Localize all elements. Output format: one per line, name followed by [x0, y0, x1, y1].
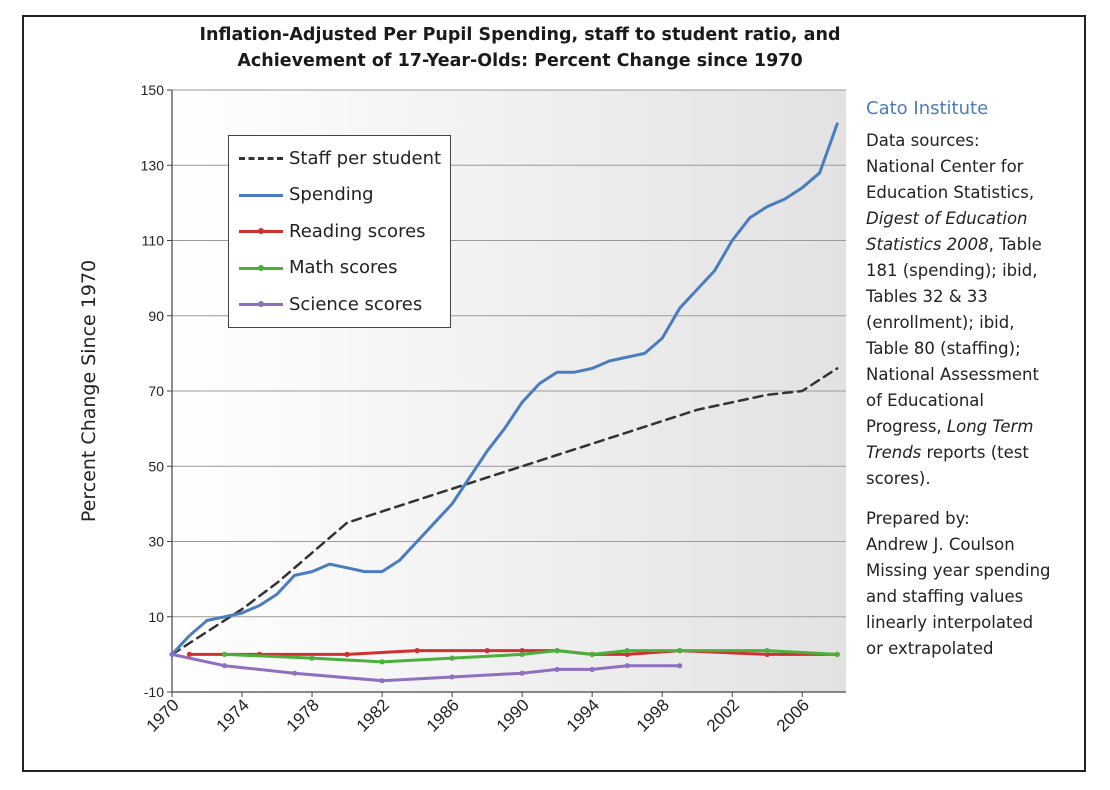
data-sources-line: scores). — [866, 469, 931, 488]
data-point-math-scores — [221, 651, 228, 657]
data-sources-line: Education Statistics, — [866, 183, 1035, 202]
data-sources-line: Digest of Education — [866, 209, 1028, 228]
x-tick-label: 1998 — [633, 695, 673, 735]
data-sources-line: Table 80 (staffing); — [866, 339, 1021, 358]
data-point-math-scores — [589, 651, 595, 657]
data-point-reading-scores — [414, 648, 420, 654]
chart-legend: Staff per student Spending Reading scores M… — [228, 135, 451, 328]
data-point-math-scores — [834, 651, 840, 657]
org-name: Cato Institute — [866, 98, 989, 119]
prepared-by-line: Andrew J. Coulson — [866, 535, 1015, 554]
series-line-staff-per-student — [170, 367, 839, 656]
prepared-by-line: linearly interpolated — [866, 613, 1034, 632]
data-sources-text: Data sources: National Center for Educatio… — [866, 128, 1076, 492]
prepared-by-line: Missing year spending — [866, 561, 1051, 580]
x-tick-label: 1974 — [213, 695, 253, 735]
data-point-science-scores — [589, 666, 595, 673]
data-point-math-scores — [309, 655, 315, 661]
legend-item: Spending — [239, 183, 374, 207]
data-sources-line: of Educational — [866, 391, 984, 410]
data-point-reading-scores — [624, 651, 630, 657]
data-point-science-scores — [677, 663, 683, 669]
y-tick-label: 110 — [142, 233, 165, 249]
y-tick-label: 30 — [148, 534, 164, 550]
data-point-science-scores — [221, 663, 228, 669]
prepared-by-text: Prepared by: Andrew J. Coulson Missing yea… — [866, 506, 1076, 662]
legend-swatch — [239, 263, 283, 273]
data-sources-line: Statistics 2008, Table — [866, 235, 1042, 254]
legend-label: Reading scores — [289, 220, 426, 242]
y-tick-label: 10 — [148, 609, 164, 625]
data-point-reading-scores — [764, 651, 770, 657]
x-tick-label: 1978 — [283, 695, 323, 735]
data-point-reading-scores — [186, 651, 193, 657]
legend-label: Spending — [289, 184, 374, 205]
data-point-math-scores — [519, 651, 525, 657]
y-tick-label: -10 — [144, 684, 164, 700]
prepared-by-line: and staffing values — [866, 587, 1024, 606]
data-point-math-scores — [764, 648, 770, 654]
x-tick-label: 1990 — [493, 695, 533, 735]
data-point-math-scores — [554, 648, 560, 654]
legend-swatch — [239, 190, 283, 200]
legend-item: Reading scores — [239, 219, 426, 243]
data-point-science-scores — [624, 663, 630, 669]
data-point-math-scores — [677, 648, 683, 654]
legend-swatch — [239, 226, 283, 236]
legend-swatch — [239, 299, 283, 309]
x-tick-label: 2002 — [703, 695, 743, 735]
chart-title: Inflation-Adjusted Per Pupil Spending, s… — [140, 22, 900, 74]
y-axis-label: Percent Change Since 1970 — [78, 260, 100, 522]
x-tick-label: 1994 — [563, 695, 603, 735]
data-point-reading-scores — [484, 648, 490, 654]
data-point-math-scores — [449, 655, 455, 661]
x-tick-label: 1970 — [143, 695, 183, 735]
legend-item: Math scores — [239, 256, 398, 280]
data-sources-line: Trends reports (test — [866, 443, 1029, 462]
data-point-reading-scores — [344, 651, 350, 657]
y-tick-label: 70 — [148, 383, 164, 399]
data-sources-line: Data sources: — [866, 131, 980, 150]
chart-title-line-1: Inflation-Adjusted Per Pupil Spending, s… — [199, 25, 841, 45]
source-notes: Cato Institute Data sources: National Cen… — [866, 96, 1076, 676]
y-tick-label: 150 — [141, 82, 165, 98]
y-tick-label: 90 — [148, 308, 164, 324]
legend-label: Science scores — [289, 293, 423, 315]
data-sources-line: Tables 32 & 33 — [866, 287, 988, 306]
series-line-spending — [170, 122, 839, 656]
legend-item: Science scores — [239, 292, 422, 316]
legend-label: Math scores — [289, 257, 398, 278]
legend-item: Staff per student — [239, 146, 441, 170]
data-point-science-scores — [379, 678, 385, 684]
x-tick-label: 1982 — [353, 695, 393, 735]
y-tick-label: 50 — [148, 458, 164, 474]
prepared-by-line: or extrapolated — [866, 639, 994, 658]
data-sources-line: National Assessment — [866, 365, 1039, 384]
data-sources-line: National Center for — [866, 157, 1024, 176]
prepared-by-line: Prepared by: — [866, 509, 970, 528]
data-point-science-scores — [169, 651, 175, 657]
data-point-science-scores — [519, 670, 525, 676]
legend-swatch — [239, 153, 283, 163]
data-point-science-scores — [554, 666, 560, 673]
y-tick-label: 130 — [141, 157, 165, 173]
legend-label: Staff per student — [289, 147, 442, 169]
data-point-math-scores — [379, 659, 385, 665]
data-point-reading-scores — [519, 648, 525, 654]
series-line-science-scores — [170, 652, 682, 683]
data-sources-line: (enrollment); ibid, — [866, 313, 1015, 332]
chart-title-line-2: Achievement of 17-Year-Olds: Percent Cha… — [237, 51, 803, 71]
data-point-science-scores — [449, 674, 455, 680]
data-sources-line: 181 (spending); ibid, — [866, 261, 1038, 280]
data-point-math-scores — [624, 648, 630, 654]
x-tick-label: 2006 — [773, 695, 813, 735]
x-tick-label: 1986 — [423, 695, 463, 735]
data-sources-line: Progress, Long Term — [866, 417, 1034, 436]
data-point-science-scores — [291, 670, 298, 676]
